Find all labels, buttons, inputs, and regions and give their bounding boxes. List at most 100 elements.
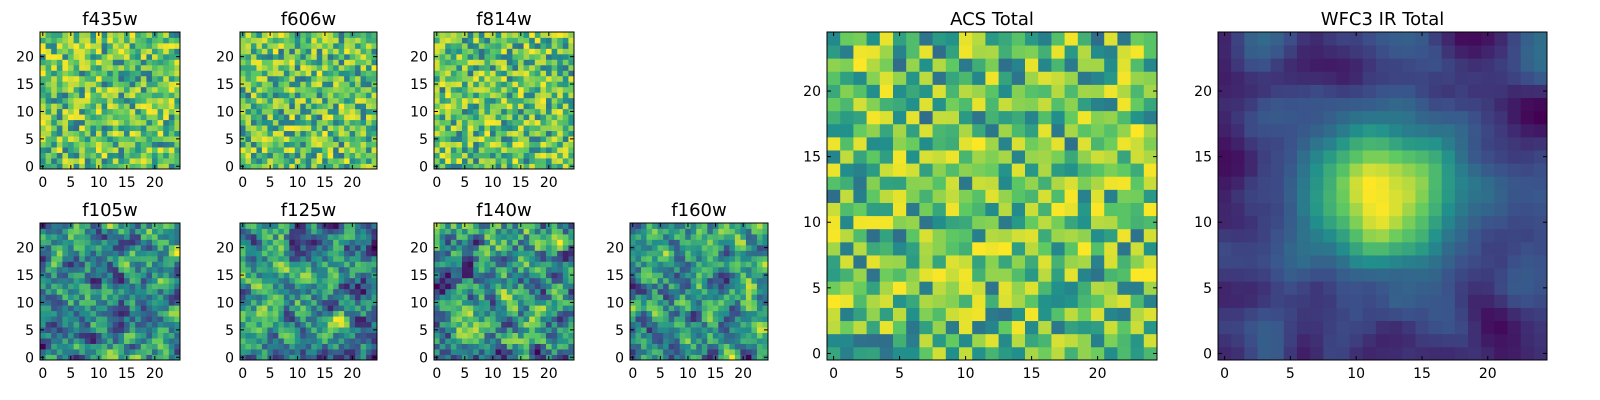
heatmap-cell <box>152 158 158 164</box>
heatmap-cell <box>90 316 97 323</box>
heatmap-cell <box>333 32 340 38</box>
heatmap-cell <box>1104 268 1118 282</box>
heatmap-cell <box>501 255 508 262</box>
heatmap-cell <box>256 64 263 71</box>
heatmap-cell <box>1051 255 1065 269</box>
heatmap-cell <box>349 250 356 257</box>
heatmap-cell <box>734 288 741 295</box>
heatmap-cell <box>283 316 290 323</box>
heatmap-cell <box>107 64 114 71</box>
heatmap-cell <box>90 147 97 153</box>
heatmap-cell <box>157 32 164 38</box>
heatmap-cell <box>51 125 58 132</box>
heatmap-cell <box>723 272 730 279</box>
heatmap-cell <box>344 97 350 104</box>
heatmap-cell <box>439 59 446 66</box>
heatmap-cell <box>316 310 323 317</box>
heatmap-cell <box>174 321 181 328</box>
heatmap-cell <box>45 299 52 306</box>
heatmap-cell <box>90 152 97 159</box>
heatmap-cell <box>501 75 508 82</box>
heatmap-cell <box>685 272 692 279</box>
heatmap-cell <box>866 215 881 230</box>
heatmap-cell <box>112 70 119 77</box>
heatmap-cell <box>501 92 508 99</box>
heatmap-cell <box>272 125 279 132</box>
heatmap-cell <box>140 70 147 77</box>
heatmap-cell <box>445 119 452 126</box>
heatmap-cell <box>135 103 142 110</box>
heatmap-cell <box>62 42 69 49</box>
heatmap-cell <box>445 244 452 251</box>
heatmap-cell <box>529 37 536 44</box>
heatmap-cell <box>316 299 323 306</box>
heatmap-cell <box>68 119 74 126</box>
heatmap-cell <box>267 332 274 339</box>
heatmap-cell <box>96 266 102 273</box>
heatmap-cell <box>73 92 80 99</box>
heatmap-cell <box>261 108 268 115</box>
heatmap-cell <box>1064 215 1079 230</box>
heatmap-cell <box>562 310 569 317</box>
heatmap-cell <box>557 316 564 323</box>
heatmap-cell <box>349 239 356 246</box>
heatmap-cell <box>495 158 502 164</box>
heatmap-cell <box>1130 333 1145 348</box>
heatmap-cell <box>256 136 263 142</box>
heatmap-cell <box>751 288 758 295</box>
heatmap-cell <box>551 277 558 284</box>
heatmap-cell <box>906 255 920 269</box>
heatmap-cell <box>40 64 46 71</box>
heatmap-cell <box>96 349 102 355</box>
heatmap-cell <box>506 59 513 66</box>
heatmap-cell <box>355 283 361 290</box>
heatmap-cell <box>1038 215 1052 230</box>
heatmap-cell <box>344 244 350 251</box>
heatmap-cell <box>462 321 468 328</box>
heatmap-cell <box>512 32 519 38</box>
heatmap-cell <box>316 92 323 99</box>
heatmap-cell <box>256 163 263 170</box>
heatmap-cell <box>79 288 86 295</box>
heatmap-cell <box>250 327 257 333</box>
heatmap-cell <box>756 310 763 317</box>
heatmap-cell <box>157 343 164 350</box>
heatmap-cell <box>245 42 252 49</box>
heatmap-cell <box>434 294 440 301</box>
heatmap-cell <box>674 299 681 306</box>
heatmap-cell <box>333 343 340 350</box>
heatmap-cell <box>140 103 147 110</box>
heatmap-cell <box>140 223 147 229</box>
heatmap-cell <box>534 354 541 361</box>
heatmap-cell <box>434 321 440 328</box>
heatmap-cell <box>146 244 153 251</box>
heatmap-cell <box>518 147 524 153</box>
heatmap-cell <box>349 53 356 60</box>
heatmap-cell <box>490 59 496 66</box>
heatmap-cell <box>146 310 153 317</box>
heatmap-cell <box>518 141 524 148</box>
heatmap-cell <box>1051 176 1065 190</box>
heatmap-cell <box>501 97 508 104</box>
heatmap-cell <box>294 233 301 240</box>
heatmap-cell <box>45 158 52 164</box>
heatmap-cell <box>551 158 558 164</box>
heatmap-cell <box>283 321 290 328</box>
heatmap-cell <box>174 141 181 148</box>
heatmap-cell <box>540 103 547 110</box>
heatmap-cell <box>630 266 636 273</box>
heatmap-cell <box>734 338 741 344</box>
heatmap-cell <box>112 152 119 159</box>
heatmap-cell <box>557 86 564 93</box>
heatmap-cell <box>300 233 307 240</box>
heatmap-cell <box>135 92 142 99</box>
heatmap-cell <box>919 255 933 269</box>
heatmap-cell <box>707 294 714 301</box>
heatmap-cell <box>272 130 279 137</box>
heatmap-cell <box>79 70 86 77</box>
heatmap-cell <box>51 349 58 355</box>
heatmap-cell <box>366 338 372 344</box>
heatmap-cell <box>456 103 463 110</box>
heatmap-cell <box>529 261 536 268</box>
